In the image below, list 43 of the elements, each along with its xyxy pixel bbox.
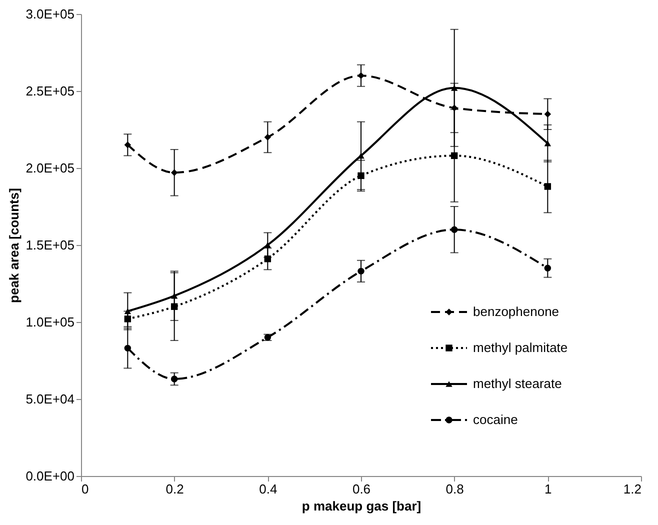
point: [544, 110, 552, 118]
legend-label: methyl palmitate: [473, 340, 568, 355]
point: [358, 172, 364, 180]
x-tick-label: 0.6: [352, 482, 371, 496]
point: [544, 183, 552, 190]
point: [450, 85, 458, 91]
y-tick-label: 1.5E+05: [26, 238, 74, 252]
x-axis-title: p makeup gas [bar]: [302, 498, 422, 514]
point: [170, 303, 178, 310]
point: [544, 140, 552, 146]
legend-label: methyl stearate: [473, 376, 562, 391]
point: [124, 142, 132, 148]
point: [124, 316, 132, 322]
x-tick-label: 0.4: [259, 482, 278, 496]
point: [450, 104, 458, 112]
point: [264, 134, 272, 141]
y-tick-label: 5.0E+04: [26, 392, 74, 406]
y-axis-title: peak area [counts]: [6, 188, 22, 303]
point: [124, 308, 132, 314]
y-tick-label: 1.0E+05: [26, 314, 74, 330]
point: [264, 242, 272, 248]
point: [170, 292, 178, 299]
x-tick-label: 0: [82, 482, 89, 496]
point: [450, 226, 458, 233]
legend-label: benzophenone: [473, 304, 560, 319]
x-tick-label: 0.8: [446, 482, 464, 496]
point: [358, 152, 364, 159]
point: [358, 72, 364, 79]
y-tick-label: 3.0E+05: [26, 6, 74, 22]
point: [358, 268, 364, 275]
y-tick-label: 2.5E+05: [26, 84, 74, 98]
point: [544, 264, 552, 272]
point: [170, 376, 178, 382]
y-tick-label: 2.0E+05: [26, 160, 74, 176]
y-tick-label: 0.0E+00: [26, 468, 74, 484]
x-tick-label: 1: [544, 482, 552, 496]
point: [264, 256, 272, 262]
legend-label: cocaine: [473, 412, 518, 427]
x-tick-label: 0.2: [166, 482, 184, 496]
point: [124, 344, 132, 352]
point: [450, 152, 458, 160]
point: [170, 169, 178, 176]
x-tick-label: 1.2: [623, 482, 642, 496]
